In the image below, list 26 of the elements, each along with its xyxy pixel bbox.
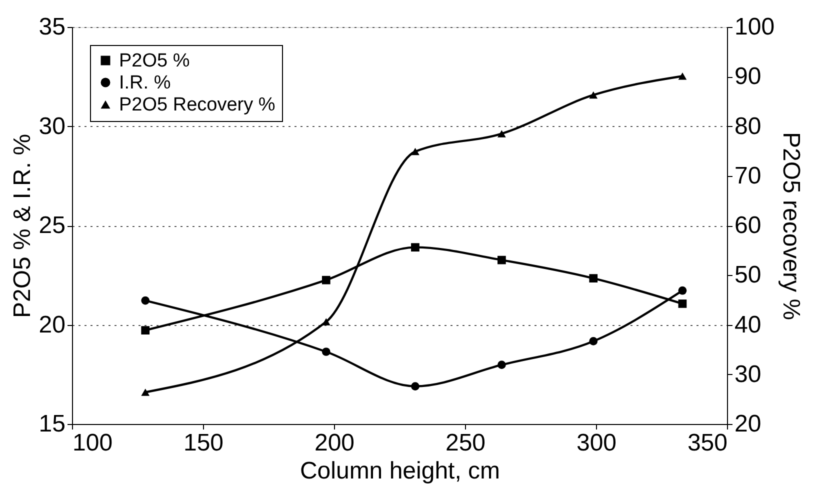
legend-label: P2O5 Recovery % [119, 94, 276, 116]
legend-label: I.R. % [119, 72, 171, 94]
y2-tick-label: 30 [734, 360, 762, 388]
x-tick-label: 200 [314, 430, 355, 456]
x-tick-label: 300 [576, 430, 617, 456]
y2-tick-label: 90 [734, 63, 762, 90]
y-axis-title: P2O5 % & I.R. % [8, 134, 36, 318]
y2-tick-label: 50 [734, 262, 762, 289]
y-tick-label: 30 [38, 112, 66, 140]
x-tick-label: 100 [72, 430, 113, 456]
y2-tick-label: 100 [734, 14, 775, 40]
x-tick-label: 350 [687, 430, 728, 456]
y-tick-label: 20 [38, 311, 66, 338]
y-tick-label: 25 [38, 212, 66, 239]
x-axis-title: Column height, cm [300, 458, 500, 484]
x-tick-label: 250 [445, 430, 486, 456]
y2-axis-title: P2O5 recovery % [778, 132, 805, 320]
y2-tick-label: 40 [734, 311, 762, 338]
legend-label: P2O5 % [119, 50, 190, 72]
y2-tick-label: 60 [734, 212, 762, 239]
y2-tick-label: 20 [734, 410, 762, 438]
y2-tick-label: 80 [734, 112, 762, 140]
y2-tick-label: 70 [734, 162, 762, 190]
y-tick-label: 15 [38, 410, 66, 438]
y-tick-label: 35 [38, 14, 66, 40]
x-tick-label: 150 [183, 430, 224, 456]
